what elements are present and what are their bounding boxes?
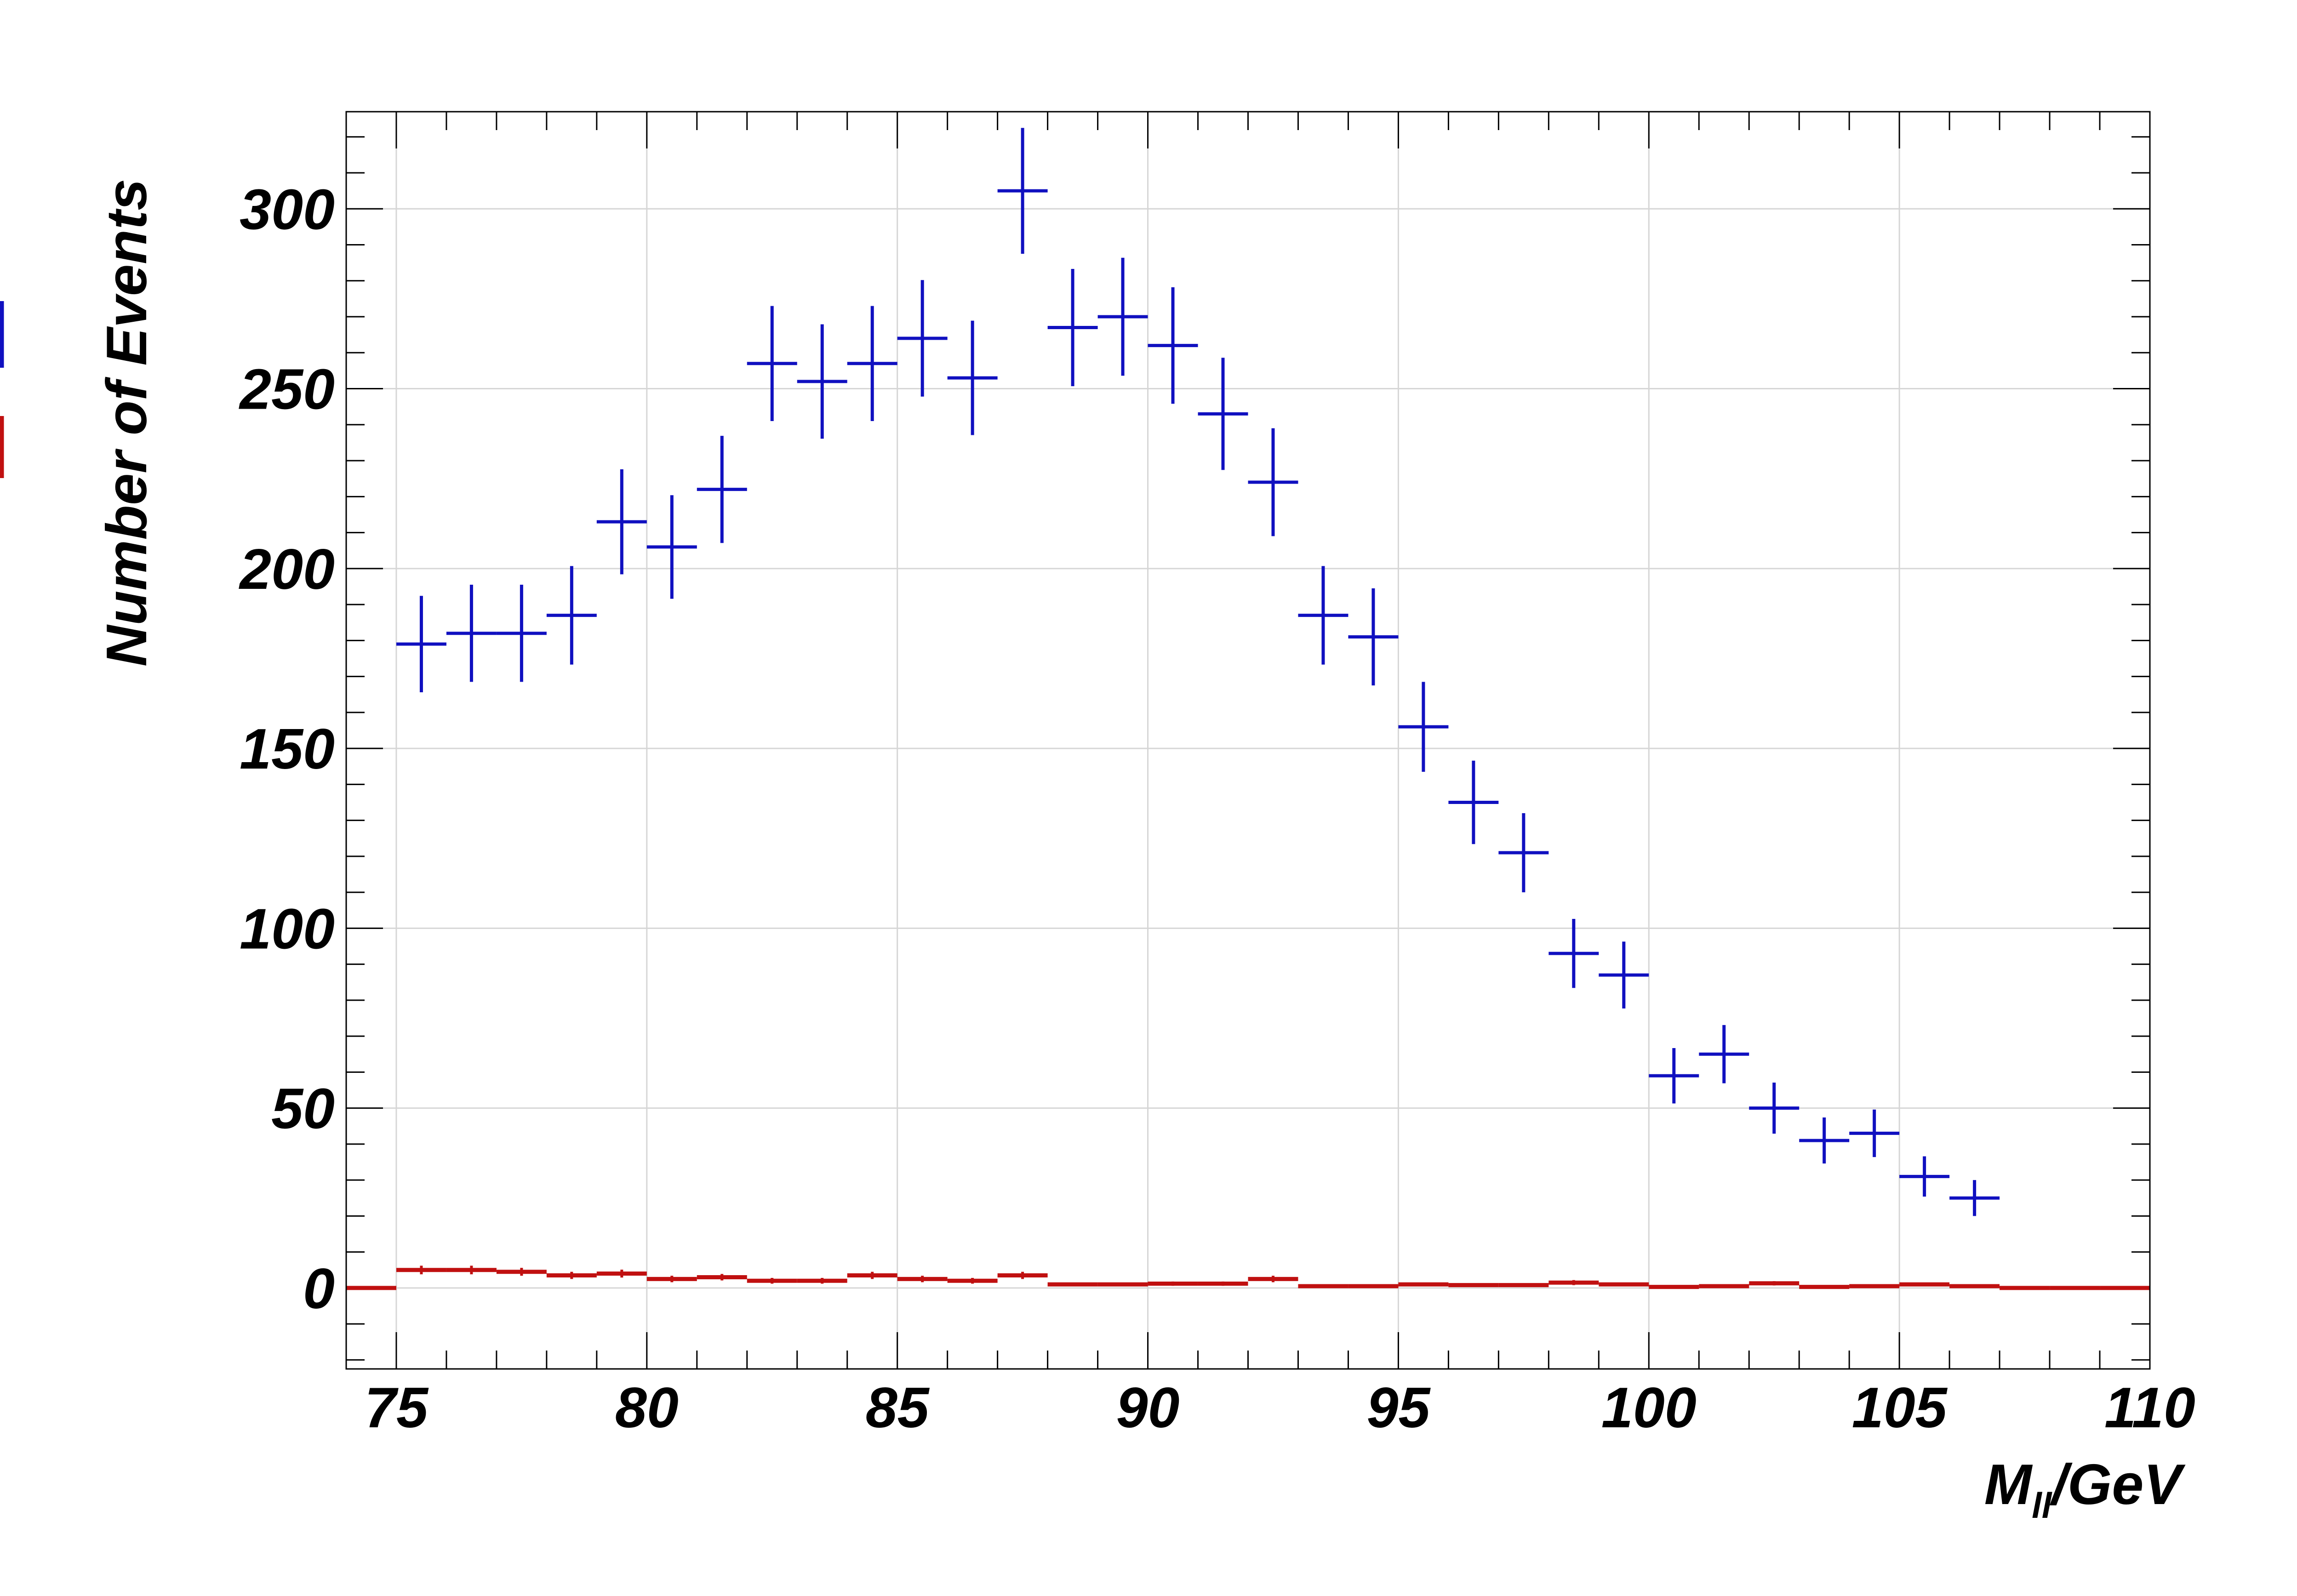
- blue-data-point: [847, 306, 897, 421]
- red-histogram-bin: [1097, 1282, 1148, 1287]
- red-histogram-bin: [797, 1278, 847, 1284]
- red-histogram-bin: [1699, 1284, 1749, 1288]
- blue-data-point: [897, 280, 948, 397]
- blue-data-point: [1198, 358, 1248, 470]
- data-series: [346, 128, 2150, 1290]
- red-histogram-bin: [1548, 1280, 1599, 1285]
- red-histogram-bin: [646, 1276, 697, 1282]
- blue-data-point: [1148, 287, 1198, 404]
- x-axis-title-main: M: [1984, 1453, 2033, 1516]
- y-axis-title: Number of Events: [95, 179, 159, 667]
- x-tick-label: 95: [1366, 1376, 1431, 1440]
- red-histogram-bin: [847, 1271, 897, 1279]
- blue-data-point: [1097, 257, 1148, 376]
- x-tick-label: 100: [1601, 1376, 1697, 1440]
- red-histogram-bin: [997, 1271, 1048, 1279]
- blue-data-point: [446, 585, 497, 682]
- grid-lines: [346, 112, 2150, 1369]
- axis-ticks: [345, 112, 2151, 1369]
- blue-data-point: [1849, 1109, 1900, 1157]
- blue-data-point: [1348, 588, 1399, 686]
- y-tick-label: 100: [240, 897, 335, 961]
- blue-data-point: [1548, 919, 1599, 988]
- blue-data-point: [1498, 813, 1549, 893]
- blue-data-point: [1248, 428, 1298, 536]
- blue-data-point: [496, 585, 547, 682]
- red-histogram-bin: [446, 1265, 497, 1275]
- red-histogram-bin: [747, 1278, 797, 1284]
- plot-frame: [345, 111, 2151, 1370]
- blue-data-point: [646, 495, 697, 599]
- red-histogram-bin: [546, 1271, 597, 1279]
- x-tick-label: 80: [615, 1376, 679, 1440]
- blue-data-point: [1047, 268, 1098, 387]
- red-histogram-bin: [496, 1268, 547, 1276]
- blue-data-point: [546, 566, 597, 665]
- red-histogram-bin: [1899, 1282, 1950, 1287]
- red-histogram-bin: [1649, 1285, 1699, 1289]
- y-tick-label: 150: [240, 718, 335, 781]
- blue-data-point: [1799, 1117, 1850, 1164]
- red-histogram-bin: [1398, 1282, 1449, 1287]
- y-tick-label: 200: [239, 538, 335, 601]
- red-histogram-bin: [1047, 1282, 1098, 1287]
- blue-data-point: [1649, 1048, 1699, 1104]
- x-axis-title-unit: /GeV: [2049, 1453, 2186, 1516]
- red-histogram-bin: [1348, 1284, 1399, 1288]
- x-tick-label: 85: [866, 1376, 930, 1440]
- blue-data-point: [596, 469, 647, 575]
- red-histogram-bin: [1198, 1281, 1248, 1286]
- blue-data-point: [1949, 1180, 2000, 1216]
- x-tick-label: 110: [2104, 1376, 2195, 1440]
- red-histogram-bin: [1298, 1284, 1348, 1288]
- blue-data-point: [1448, 760, 1499, 844]
- blue-data-point: [747, 306, 797, 421]
- blue-data-point: [1398, 682, 1449, 772]
- blue-data-point: [697, 436, 747, 543]
- red-histogram-bin: [1248, 1276, 1298, 1282]
- tick-labels: 75 80 85 90 95 100 105 110 0 50 100 150 200 250 300: [239, 178, 2195, 1440]
- blue-data-point: [1699, 1025, 1749, 1083]
- y-tick-label: 0: [303, 1257, 335, 1321]
- blue-data-point: [1899, 1156, 1950, 1197]
- x-tick-label: 90: [1116, 1376, 1180, 1440]
- red-histogram-bin: [1448, 1283, 1499, 1288]
- blue-data-point: [797, 324, 847, 439]
- red-histogram-bin: [396, 1265, 446, 1275]
- red-histogram-bin: [1498, 1283, 1549, 1288]
- blue-data-point: [997, 128, 1048, 254]
- red-histogram-bin: [897, 1276, 948, 1282]
- red-histogram-bin: [1599, 1282, 1649, 1287]
- blue-data-point: [1749, 1083, 1800, 1134]
- blue-data-point: [396, 596, 446, 693]
- red-histogram-bin: [1949, 1284, 2000, 1288]
- y-tick-label: 250: [239, 358, 335, 422]
- red-histogram-bin: [697, 1274, 747, 1281]
- blue-data-point: [1599, 941, 1649, 1009]
- y-tick-label: 300: [240, 178, 335, 241]
- red-histogram-bin: [1849, 1284, 1900, 1288]
- red-histogram-bin: [947, 1278, 998, 1284]
- x-tick-label: 105: [1852, 1376, 1948, 1440]
- x-axis-title: Mll/GeV: [1984, 1453, 2186, 1526]
- x-tick-label: 75: [365, 1376, 429, 1440]
- blue-data-point: [947, 320, 998, 435]
- red-histogram-bin: [596, 1270, 647, 1278]
- red-histogram-bin: [1749, 1281, 1800, 1286]
- blue-data-point: [1298, 566, 1348, 665]
- red-histogram-bin: [1799, 1285, 1850, 1289]
- x-axis-title-subscript: ll: [2032, 1485, 2052, 1526]
- y-tick-label: 50: [271, 1077, 335, 1141]
- red-histogram-bin: [1148, 1281, 1198, 1286]
